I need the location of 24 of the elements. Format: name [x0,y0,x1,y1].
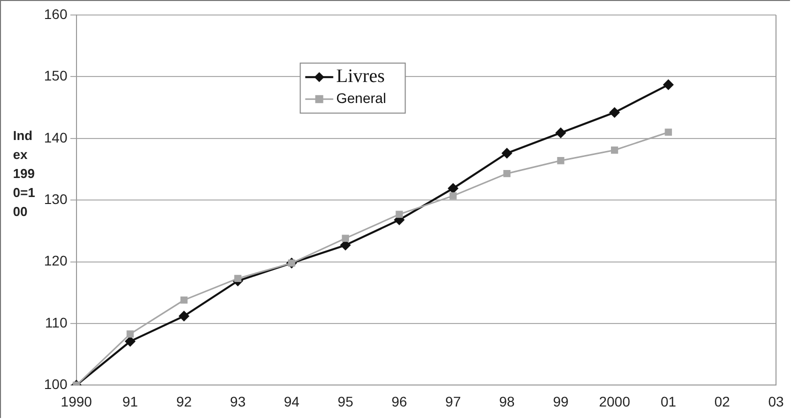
x-tick-label: 99 [552,393,569,410]
x-tick-label: 03 [768,393,784,410]
x-tick-label: 01 [660,393,676,410]
y-axis-title: Index 1990=100 [13,127,36,221]
x-tick-label: 1990 [60,393,92,410]
x-tick-label: 2000 [598,393,630,410]
x-tick-label: 98 [499,393,515,410]
y-tick-label: 130 [44,190,68,207]
x-tick-label: 95 [338,393,354,410]
x-tick-label: 97 [445,393,462,410]
x-tick-label: 02 [714,393,730,410]
y-tick-label: 150 [44,68,68,84]
legend-label: General [336,90,386,106]
legend-label: Livres [336,66,385,88]
y-tick-label: 120 [44,252,68,269]
x-tick-label: 94 [284,393,300,410]
x-tick-label: 96 [391,393,408,410]
x-tick-label: 93 [230,393,246,410]
x-tick-label: 92 [176,393,192,410]
y-tick-label: 110 [45,314,68,330]
y-tick-label: 160 [44,6,68,22]
y-tick-label: 140 [44,129,68,146]
x-tick-label: 91 [122,393,138,410]
y-tick-label: 100 [44,376,68,392]
